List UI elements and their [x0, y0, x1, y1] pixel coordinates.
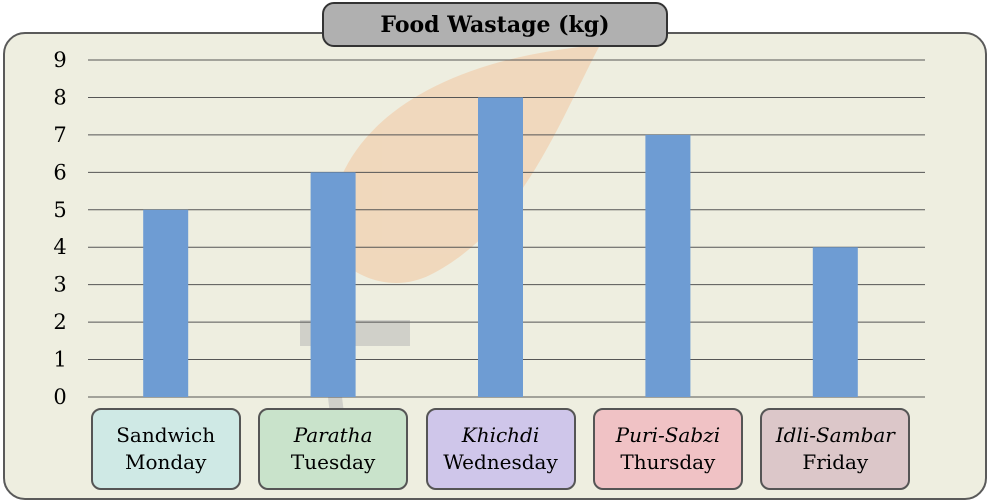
day-label: Tuesday: [290, 450, 376, 474]
y-tick-label: 9: [53, 48, 66, 72]
y-axis: 0 1 2 3 4 5 6 7 8 9: [53, 48, 66, 409]
category-label-friday: Idli-Sambar Friday: [760, 408, 911, 490]
day-label: Wednesday: [443, 450, 558, 474]
bars: [143, 97, 858, 397]
bar-friday: [812, 247, 858, 397]
dish-label: Puri-Sabzi: [615, 423, 721, 447]
bar-wednesday: [478, 97, 523, 397]
y-tick-label: 7: [53, 123, 66, 147]
dish-label: Sandwich: [116, 423, 216, 447]
dish-label: Paratha: [293, 423, 373, 447]
bar-tuesday: [310, 172, 356, 397]
bar-monday: [143, 209, 189, 397]
y-tick-label: 2: [53, 310, 66, 334]
bar-thursday: [645, 134, 691, 397]
chart-title: Food Wastage (kg): [322, 2, 668, 47]
dish-label: Khichdi: [461, 423, 540, 447]
day-label: Thursday: [620, 450, 716, 474]
category-label-monday: Sandwich Monday: [90, 408, 241, 490]
day-label: Friday: [802, 450, 869, 474]
category-label-thursday: Puri-Sabzi Thursday: [592, 408, 743, 490]
y-tick-label: 3: [53, 273, 66, 297]
category-label-wednesday: Khichdi Wednesday: [425, 408, 576, 490]
y-tick-label: 6: [53, 160, 66, 184]
day-label: Monday: [124, 450, 207, 474]
y-tick-label: 5: [53, 198, 66, 222]
y-tick-label: 8: [53, 85, 66, 109]
dish-label: Idli-Sambar: [775, 423, 895, 447]
category-label-tuesday: Paratha Tuesday: [258, 408, 409, 490]
y-tick-label: 0: [53, 385, 66, 409]
y-tick-label: 4: [53, 235, 66, 259]
y-tick-label: 1: [53, 348, 66, 372]
